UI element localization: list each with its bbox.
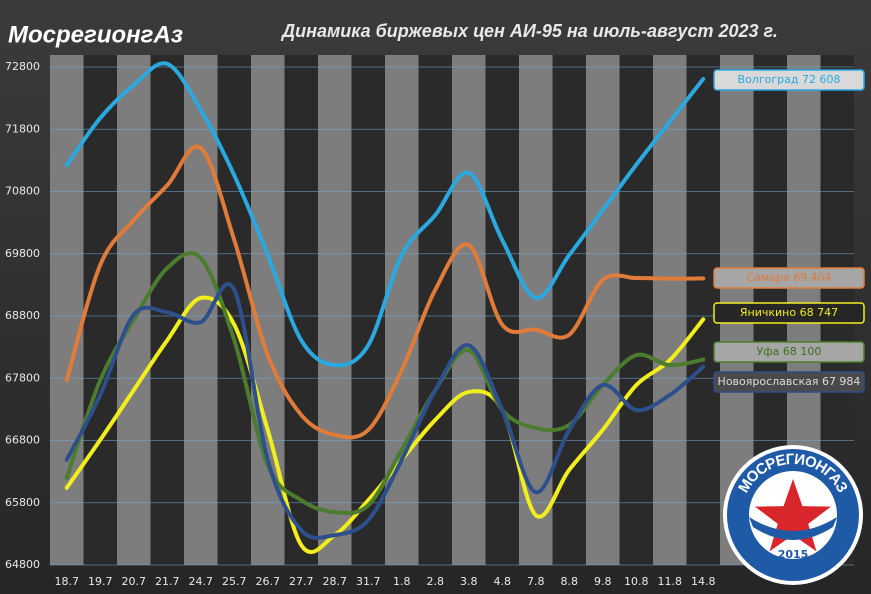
y-tick-label: 64800 xyxy=(5,558,40,571)
legend-box xyxy=(713,341,865,363)
column-stripe xyxy=(418,55,452,565)
y-tick-label: 71800 xyxy=(5,122,40,135)
legend-label: Новоярославская 67 984 xyxy=(718,375,861,388)
legend-box xyxy=(713,267,865,289)
logo: МосрегионгАз xyxy=(8,21,183,48)
column-stripe xyxy=(452,55,486,565)
badge-year: 2015 xyxy=(778,548,809,561)
x-tick-label: 27.7 xyxy=(289,575,314,588)
legend-box xyxy=(713,371,865,393)
column-stripe xyxy=(117,55,151,565)
y-tick-label: 66800 xyxy=(5,434,40,447)
x-tick-label: 31.7 xyxy=(356,575,381,588)
legend-box xyxy=(713,69,865,91)
legend-label: Яничкино 68 747 xyxy=(740,306,838,319)
y-tick-label: 68800 xyxy=(5,309,40,322)
series-line xyxy=(64,282,706,540)
x-tick-label: 20.7 xyxy=(122,575,147,588)
x-tick-label: 25.7 xyxy=(222,575,247,588)
legend-label: Уфа 68 100 xyxy=(757,345,822,358)
column-stripe xyxy=(284,55,318,565)
series-line xyxy=(64,251,706,516)
y-tick-label: 70800 xyxy=(5,185,40,198)
x-tick-label: 19.7 xyxy=(88,575,113,588)
chart-title: Динамика биржевых цен АИ-95 на июль-авгу… xyxy=(280,21,778,41)
column-stripe xyxy=(653,55,687,565)
x-tick-label: 18.7 xyxy=(55,575,80,588)
y-tick-label: 67800 xyxy=(5,371,40,384)
x-tick-label: 14.8 xyxy=(691,575,716,588)
x-tick-label: 28.7 xyxy=(323,575,348,588)
column-stripe xyxy=(619,55,653,565)
x-tick-label: 10.8 xyxy=(624,575,649,588)
column-stripe xyxy=(251,55,285,565)
x-tick-label: 3.8 xyxy=(460,575,478,588)
legend-label: Самара 69 404 xyxy=(746,271,831,284)
column-stripe xyxy=(83,55,117,565)
x-tick-label: 1.8 xyxy=(393,575,411,588)
y-tick-label: 69800 xyxy=(5,247,40,260)
column-stripe xyxy=(552,55,586,565)
column-stripe xyxy=(586,55,620,565)
x-tick-label: 4.8 xyxy=(494,575,512,588)
x-tick-label: 26.7 xyxy=(256,575,281,588)
series-line xyxy=(64,61,706,368)
x-tick-label: 11.8 xyxy=(658,575,683,588)
y-tick-label: 65800 xyxy=(5,496,40,509)
badge-wing xyxy=(749,517,837,540)
badge-star xyxy=(755,479,831,552)
x-tick-label: 2.8 xyxy=(427,575,445,588)
x-tick-label: 8.8 xyxy=(561,575,579,588)
x-tick-label: 7.8 xyxy=(527,575,545,588)
series-line xyxy=(64,144,706,440)
column-stripe xyxy=(50,55,84,565)
column-stripe xyxy=(351,55,385,565)
column-stripe xyxy=(318,55,352,565)
x-tick-label: 21.7 xyxy=(155,575,180,588)
column-stripe xyxy=(385,55,419,565)
x-tick-label: 24.7 xyxy=(189,575,214,588)
column-stripe xyxy=(485,55,519,565)
x-tick-label: 9.8 xyxy=(594,575,612,588)
legend-label: Волгоград 72 608 xyxy=(738,73,841,86)
y-tick-label: 72800 xyxy=(5,60,40,73)
legend-box xyxy=(713,302,865,324)
